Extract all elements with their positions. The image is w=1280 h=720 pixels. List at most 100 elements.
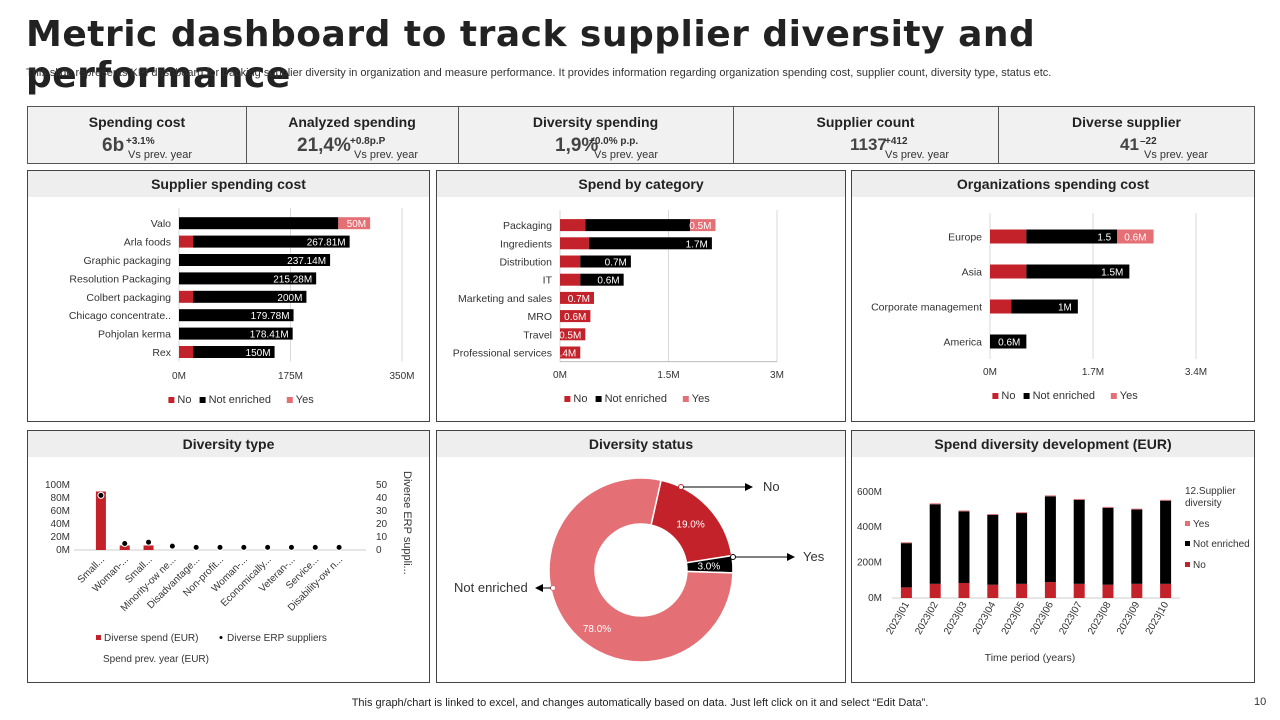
x-category-label: 2023|10 [1144, 600, 1172, 637]
x-category-label: 2023|02 [913, 600, 941, 637]
bar-segment [338, 217, 371, 230]
erp-point [192, 543, 200, 551]
legend-swatch [168, 397, 175, 403]
bar-segment [179, 346, 194, 358]
legend-title: diversity [1185, 498, 1222, 509]
bar-segment [958, 510, 970, 512]
y-category-label: MRO [528, 311, 553, 323]
kpi-delta: –22 [1140, 136, 1157, 147]
x-tick-label: 3M [770, 370, 784, 381]
panel-supplier-spending: Supplier spending cost 0M 175M 350M Valo 50M… [27, 170, 430, 422]
bar-segment [560, 328, 586, 341]
bar-segment [1016, 512, 1028, 514]
diversity-status-chart: 19.0% 3.0% 78.0% No Yes Not enriched [454, 477, 825, 663]
data-label: 267.81M [307, 238, 346, 249]
y-tick-label-left: 40M [51, 519, 70, 530]
y-category-label: Valo [151, 218, 171, 230]
bar-segment [929, 503, 941, 505]
data-label: 1.7M [686, 239, 708, 250]
data-label: 1.5M [1101, 268, 1123, 279]
x-tick-label: 175M [278, 371, 303, 382]
donut-slice [548, 477, 734, 663]
panel-diversity-type: Diversity type 0M 20M 40M 60M 80M 100M 0 10 20 30… [27, 430, 430, 683]
legend-label: Diverse spend (EUR) [104, 633, 198, 644]
bar-segment [179, 254, 331, 266]
bar-segment [585, 219, 691, 232]
legend-label: Spend prev. year (EUR) [103, 654, 209, 665]
x-category-label: 2023|07 [1057, 600, 1085, 637]
kpi-value: 21,4% [297, 135, 351, 156]
kpi-delta: +0.0% p.p. [589, 136, 639, 147]
bar-segment [1102, 507, 1114, 585]
y-tick-label-left: 60M [51, 506, 70, 517]
data-label: 215.28M [273, 274, 312, 285]
spend-category-chart: 0M 1.5M 3M Packaging 0.5M Ingredients 1.7M Dist… [453, 210, 784, 405]
bar-segment [1026, 264, 1130, 279]
legend-label: Yes [296, 394, 314, 406]
y-category-label: Europe [948, 232, 982, 244]
slice-pct-label: 19.0% [676, 519, 704, 530]
bar-segment [990, 334, 1027, 349]
kpi-label: Diverse supplier [1072, 114, 1181, 130]
bar-segment [560, 219, 586, 232]
erp-point [311, 543, 319, 551]
y-category-label: Corporate management [871, 302, 982, 314]
bar-segment [958, 511, 970, 583]
erp-point [335, 543, 343, 551]
bar-segment [1160, 583, 1172, 598]
y-tick-label: 600M [857, 487, 882, 498]
kpi-sub: Vs prev. year [128, 149, 192, 161]
y-tick-label-right: 50 [376, 480, 388, 491]
kpi-sub: Vs prev. year [1144, 149, 1208, 161]
y-category-label: Arla foods [124, 237, 171, 249]
legend-label: No [1001, 390, 1015, 402]
y-category-label: Rex [152, 347, 171, 359]
bar-segment [580, 255, 631, 268]
page-title: Metric dashboard to track supplier diver… [26, 14, 1036, 96]
bar-segment [1044, 495, 1056, 497]
x-axis-title: Time period (years) [985, 652, 1076, 664]
y-category-label: Professional services [453, 348, 552, 360]
x-tick-label: 0M [553, 370, 567, 381]
data-label: 178.41M [250, 330, 289, 341]
x-category-label: 2023|06 [1028, 600, 1056, 637]
callout-label: Yes [803, 549, 825, 564]
panel-org-spending: Organizations spending cost 0M 1.7M 3.4M Eu… [851, 170, 1255, 422]
x-category-label: 2023|08 [1086, 600, 1114, 637]
y-tick-label-right: 10 [376, 532, 388, 543]
bar-segment [560, 255, 581, 268]
legend-swatch [286, 397, 293, 403]
y-category-label: Packaging [503, 220, 552, 232]
kpi-label: Spending cost [88, 114, 186, 130]
org-spending-chart: 0M 1.7M 3.4M Europe 1.5 0.6M Asia 1.5M Corporate… [871, 213, 1207, 402]
legend-swatch [1185, 541, 1190, 546]
panel-spend-development: Spend diversity development (EUR) 0M 200M… [851, 430, 1255, 683]
legend-label: Not enriched [209, 394, 271, 406]
erp-point [240, 543, 248, 551]
diversity-type-chart: 0M 20M 40M 60M 80M 100M 0 10 20 30 40 50 Diverse ERP… [45, 471, 413, 665]
callout-label: Not enriched [454, 580, 528, 595]
panel-title: Organizations spending cost [852, 171, 1254, 197]
bar-segment [588, 237, 712, 250]
slice-pct-label: 78.0% [583, 624, 611, 635]
y-category-label: Asia [962, 267, 983, 279]
y-category-label: IT [543, 275, 553, 287]
kpi-sub: Vs prev. year [885, 149, 949, 161]
data-label: 0.6M [597, 276, 619, 287]
legend-label: No [573, 393, 587, 405]
bar-segment [990, 229, 1027, 244]
kpi-label: Diversity spending [532, 114, 659, 130]
kpi-sub: Vs prev. year [354, 149, 418, 161]
bar-segment [900, 542, 912, 544]
kpi-spending-cost: Spending cost 6b +3.1% Vs prev. year [28, 107, 246, 163]
x-tick-label: 350M [389, 371, 414, 382]
kpi-analyzed-spending: Analyzed spending 21,4% +0.8p.P Vs prev.… [246, 107, 458, 163]
data-label: 237.14M [287, 256, 326, 267]
legend-swatch [1185, 562, 1190, 567]
bar-segment [560, 291, 594, 304]
kpi-divider [246, 107, 247, 163]
bar-segment [1073, 498, 1085, 500]
data-label: 0.5M [559, 330, 581, 341]
bar-segment [193, 346, 275, 358]
legend-swatch [564, 396, 571, 402]
